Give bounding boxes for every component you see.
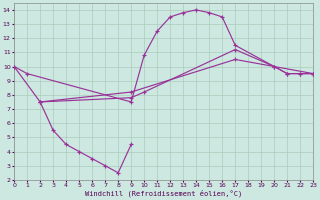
X-axis label: Windchill (Refroidissement éolien,°C): Windchill (Refroidissement éolien,°C) [85,190,242,197]
